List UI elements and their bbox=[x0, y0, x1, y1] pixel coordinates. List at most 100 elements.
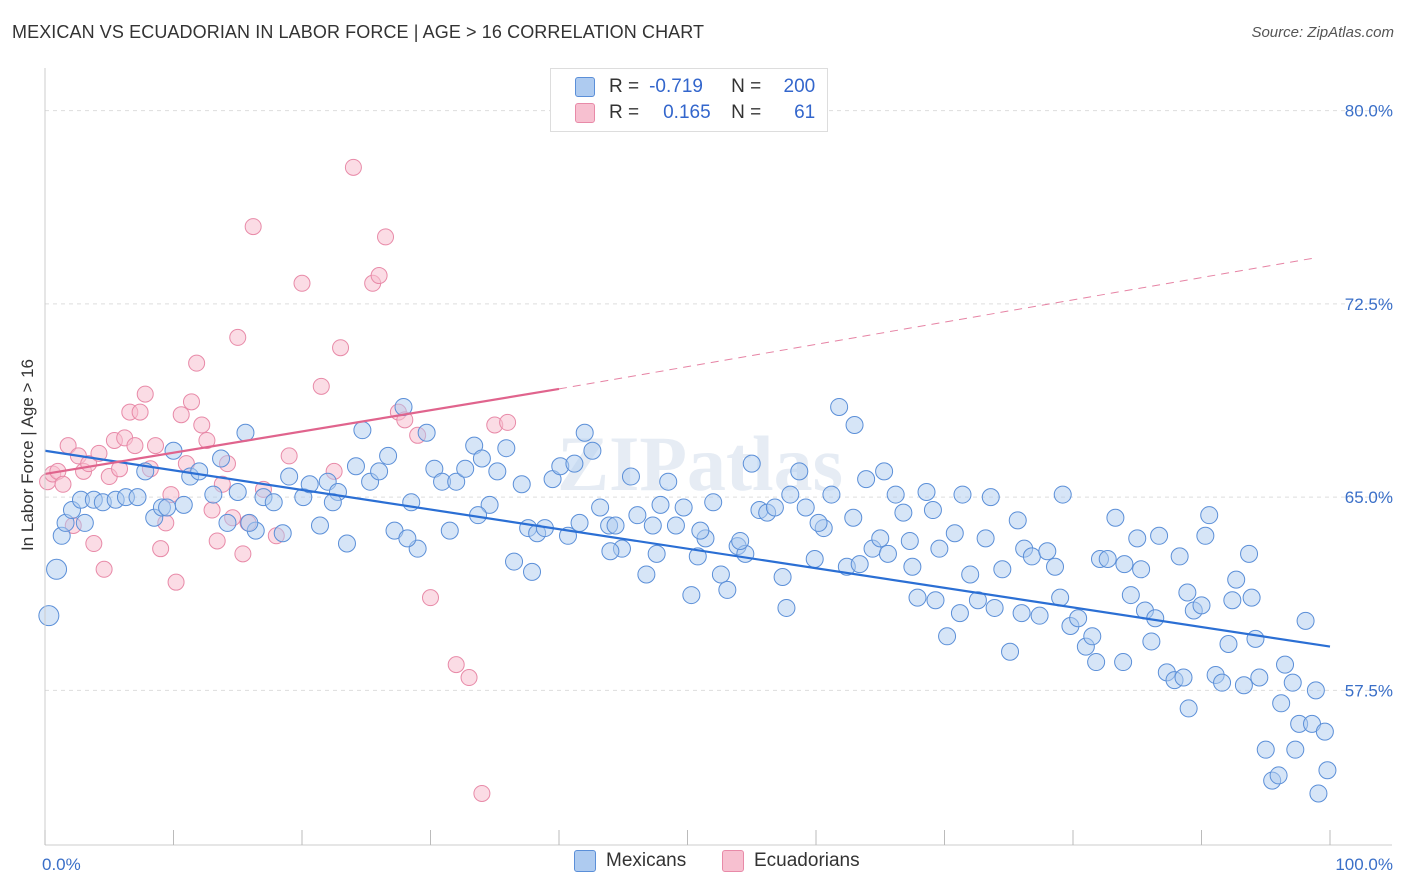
mexican-point bbox=[805, 549, 824, 568]
mexican-point bbox=[190, 462, 209, 481]
mexican-point bbox=[264, 493, 283, 512]
mexican-point bbox=[379, 446, 398, 465]
mexican-point bbox=[480, 495, 499, 514]
mexican-point bbox=[1213, 673, 1232, 692]
legend-r-value: -0.719 bbox=[649, 76, 703, 97]
mexican-point bbox=[353, 421, 372, 440]
mexican-point bbox=[857, 470, 876, 489]
mexican-point bbox=[280, 467, 299, 486]
mexican-point bbox=[1192, 596, 1211, 615]
mexican-point bbox=[1083, 627, 1102, 646]
mexican-point bbox=[976, 529, 995, 548]
mexican-point bbox=[1272, 694, 1291, 713]
mexican-point bbox=[844, 508, 863, 527]
ecuadorian-point bbox=[422, 589, 439, 607]
ecuadorian-point bbox=[447, 656, 465, 674]
mexican-point bbox=[647, 544, 666, 563]
mexican-point bbox=[228, 482, 247, 501]
ecuadorian-point bbox=[126, 437, 144, 455]
mexican-point bbox=[900, 531, 919, 550]
mexican-point bbox=[46, 558, 68, 580]
ecuadorian-point bbox=[152, 540, 170, 558]
mexican-point bbox=[1283, 673, 1302, 692]
mexican-point bbox=[809, 513, 828, 532]
mexican-point bbox=[1240, 544, 1259, 563]
mexican-point bbox=[651, 495, 670, 514]
mexican-point bbox=[497, 439, 516, 458]
mexican-point bbox=[1315, 722, 1334, 741]
mexicans-points bbox=[38, 397, 1337, 803]
legend-item-mexicans[interactable]: Mexicans bbox=[574, 850, 686, 872]
mexican-point bbox=[1170, 547, 1189, 566]
mexican-point bbox=[945, 524, 964, 543]
trend-lines bbox=[44, 257, 1331, 648]
ecuadorians-trend-line bbox=[44, 387, 560, 476]
mexican-point bbox=[174, 495, 193, 514]
mexican-point bbox=[950, 604, 969, 623]
ecuadorian-point bbox=[188, 354, 206, 372]
ecuadorian-point bbox=[167, 573, 185, 591]
axes bbox=[44, 68, 1392, 846]
mexican-point bbox=[417, 423, 436, 442]
mexican-point bbox=[570, 513, 589, 532]
mexican-point bbox=[1038, 542, 1057, 561]
legend-item-ecuadorians[interactable]: Ecuadorians bbox=[722, 850, 860, 872]
mexicans-swatch bbox=[574, 850, 596, 872]
mexican-point bbox=[1053, 485, 1072, 504]
legend-row-ecuadorians: R = 0.165 N = 61 bbox=[575, 101, 815, 125]
mexican-point bbox=[1142, 632, 1161, 651]
mexican-point bbox=[583, 441, 602, 460]
mexican-point bbox=[565, 454, 584, 473]
y-tick-label: 80.0% bbox=[1345, 102, 1393, 121]
ecuadorian-point bbox=[136, 385, 154, 403]
ecuadorians-trend-extension bbox=[558, 257, 1318, 390]
mexican-point bbox=[128, 488, 147, 507]
mexicans-trend-line bbox=[44, 449, 1331, 648]
mexican-point bbox=[781, 485, 800, 504]
mexican-point bbox=[1269, 766, 1288, 785]
mexican-point bbox=[447, 472, 466, 491]
mexican-point bbox=[1306, 681, 1325, 700]
ecuadorian-point bbox=[473, 784, 491, 802]
mexican-point bbox=[273, 524, 292, 543]
mexican-point bbox=[1276, 655, 1295, 674]
ecuadorians-swatch bbox=[722, 850, 744, 872]
chart-title: MEXICAN VS ECUADORIAN IN LABOR FORCE | A… bbox=[12, 22, 705, 42]
mexican-point bbox=[628, 506, 647, 525]
mexican-point bbox=[512, 475, 531, 494]
mexican-point bbox=[923, 501, 942, 520]
mexican-point bbox=[637, 565, 656, 584]
mexican-point bbox=[961, 565, 980, 584]
mexican-point bbox=[1246, 629, 1265, 648]
ecuadorian-point bbox=[147, 437, 165, 455]
mexican-point bbox=[1250, 668, 1269, 687]
mexican-point bbox=[1234, 676, 1253, 695]
mexican-point bbox=[1256, 740, 1275, 759]
ecuadorian-point bbox=[182, 393, 200, 411]
mexican-point bbox=[773, 568, 792, 587]
mexican-point bbox=[993, 560, 1012, 579]
mexican-point bbox=[606, 516, 625, 535]
mexican-point bbox=[777, 598, 796, 617]
mexican-point bbox=[370, 462, 389, 481]
correlation-legend: R = -0.719 N = 200 R = 0.165 N = 61 bbox=[550, 68, 828, 132]
ecuadorian-point bbox=[172, 406, 190, 424]
mexican-point bbox=[472, 449, 491, 468]
mexicans-swatch bbox=[575, 77, 595, 97]
ecuadorian-point bbox=[208, 532, 226, 550]
mexican-point bbox=[688, 547, 707, 566]
mexican-point bbox=[1174, 668, 1193, 687]
mexican-point bbox=[240, 513, 259, 532]
ecuadorian-point bbox=[332, 339, 350, 357]
mexican-point bbox=[691, 521, 710, 540]
mexican-point bbox=[204, 485, 223, 504]
ecuadorian-point bbox=[234, 545, 252, 563]
ecuadorian-point bbox=[198, 431, 216, 449]
mexican-point bbox=[765, 498, 784, 517]
mexican-point bbox=[908, 588, 927, 607]
ecuadorian-point bbox=[131, 403, 149, 421]
mexican-point bbox=[1242, 588, 1261, 607]
mexican-point bbox=[704, 493, 723, 512]
mexican-point bbox=[790, 462, 809, 481]
